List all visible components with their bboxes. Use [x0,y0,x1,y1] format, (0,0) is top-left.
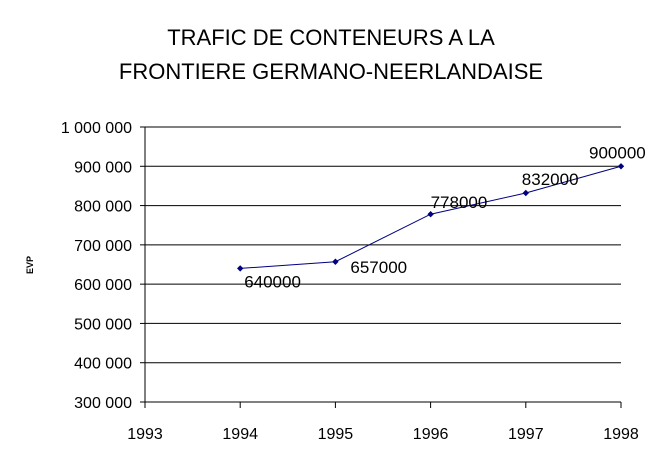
gridlines [145,126,621,364]
data-point-marker [522,189,529,197]
x-tick-label: 1995 [318,426,354,443]
data-point-marker [237,265,244,272]
y-tick-label: 1 000 000 [61,120,132,137]
data-series: 640000 657000 778000 832000 900000 [237,143,646,291]
y-tick-label: 800 000 [74,199,132,216]
x-tick-label: 1996 [413,426,449,443]
y-tick-label: 700 000 [74,238,132,255]
data-label: 900000 [589,143,646,162]
data-label: 640000 [244,272,301,291]
y-tick-label: 600 000 [74,277,132,294]
y-tick-label: 400 000 [74,356,132,373]
chart-title-line-2: FRONTIERE GERMANO-NEERLANDAISE [119,59,543,84]
x-tick-label: 1993 [127,426,163,443]
chart-title-line-1: TRAFIC DE CONTENEURS A LA [167,25,495,50]
y-axis-label: EVP [25,256,35,274]
y-axis-tick-labels: 300 000 400 000 500 000 600 000 700 000 800 0… [61,120,132,412]
axes [140,126,622,408]
y-tick-label: 300 000 [74,395,132,412]
data-point-marker [332,258,339,265]
x-axis-tick-labels: 1993 1994 1995 1996 1997 1998 [127,426,639,443]
data-point-marker [617,163,625,170]
data-label: 778000 [431,193,488,212]
data-point-marker [427,211,434,218]
x-tick-label: 1997 [508,426,544,443]
y-tick-label: 500 000 [74,316,132,333]
data-label: 657000 [350,258,407,277]
x-tick-label: 1998 [603,426,639,443]
data-label: 832000 [522,170,579,189]
x-tick-label: 1994 [222,426,258,443]
y-tick-label: 900 000 [74,159,132,176]
